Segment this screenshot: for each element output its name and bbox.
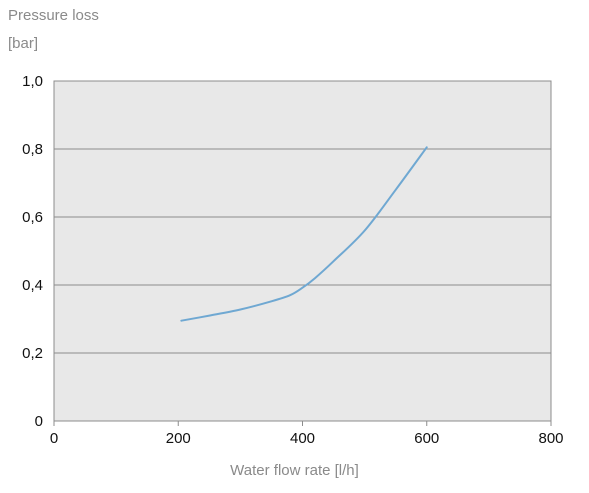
y-tick-label-0: 0 [35, 413, 43, 430]
y-tick-label-4: 0,8 [22, 141, 43, 158]
y-tick-label-5: 1,0 [22, 73, 43, 90]
x-tick-label-1: 200 [166, 430, 191, 447]
y-axis-ticks: 0 0,2 0,4 0,6 0,8 1,0 [22, 73, 43, 430]
x-tick-label-3: 600 [414, 430, 439, 447]
x-tick-label-2: 400 [290, 430, 315, 447]
y-axis-label-line-2: [bar] [8, 35, 39, 52]
y-axis-label-line-1: Pressure loss [8, 7, 99, 24]
x-tick-label-4: 800 [538, 430, 563, 447]
plot-area [54, 81, 551, 421]
y-tick-label-2: 0,4 [22, 277, 43, 294]
y-tick-label-1: 0,2 [22, 345, 43, 362]
series-line-0 [180, 146, 428, 322]
x-axis-ticks: 0 200 400 600 800 [50, 421, 564, 447]
x-axis-label: Water flow rate [l/h] [230, 462, 359, 479]
x-tick-label-0: 0 [50, 430, 58, 447]
gridlines [54, 148, 551, 354]
series-group [180, 146, 428, 322]
y-tick-label-3: 0,6 [22, 209, 43, 226]
